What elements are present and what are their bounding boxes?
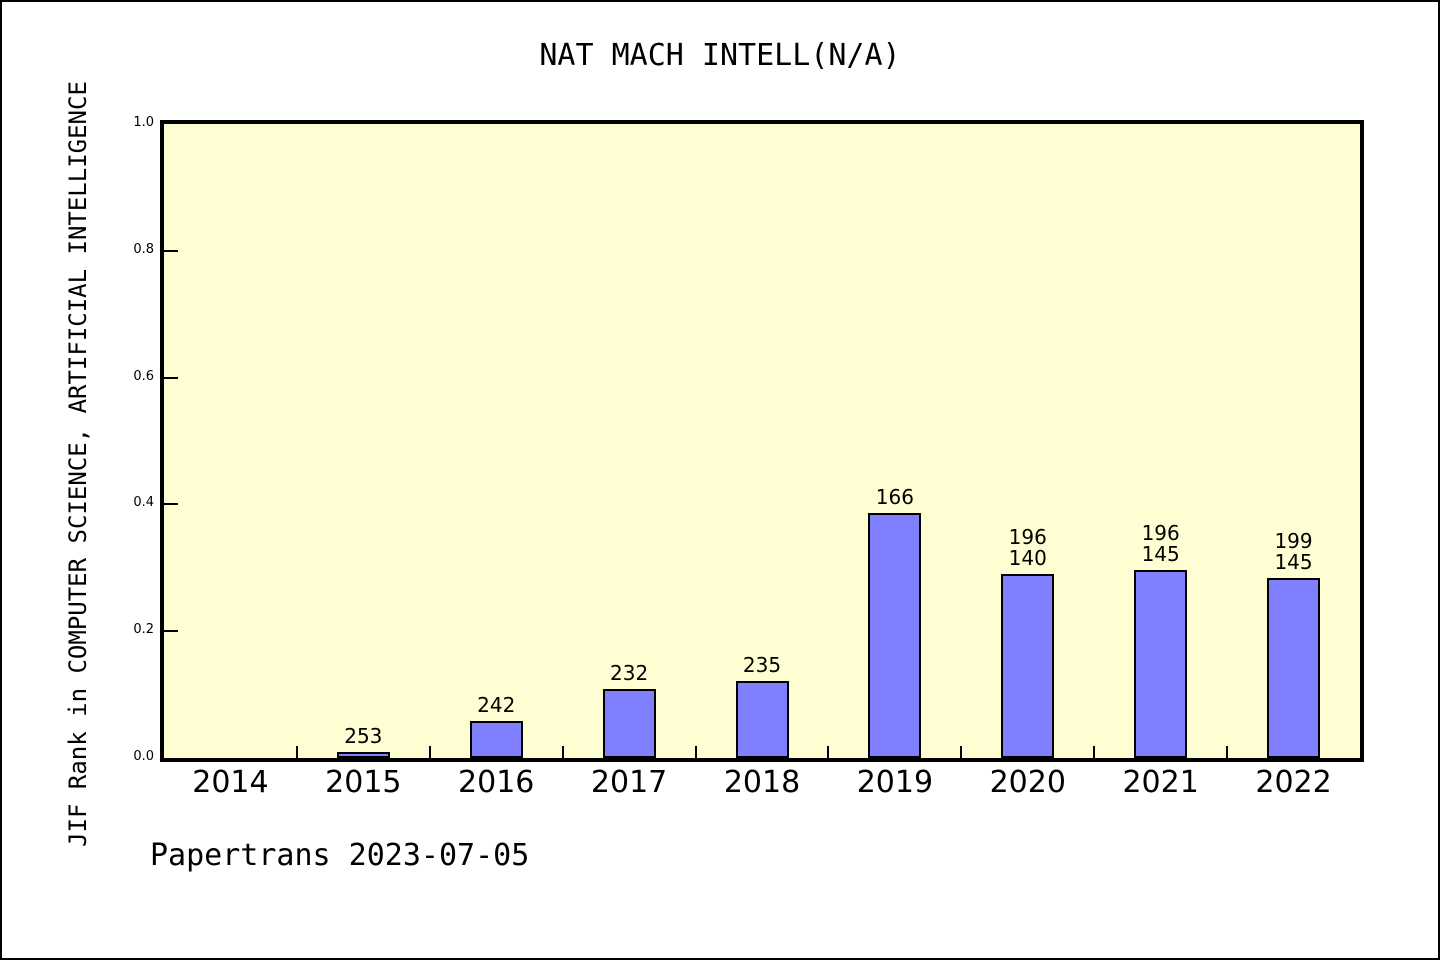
x-axis-tick-mark (827, 746, 830, 758)
bar-value-line: 166 (875, 485, 914, 509)
bar-2017 (602, 689, 656, 758)
x-axis-tick-label: 2022 (1255, 765, 1332, 800)
bar-value-line: 235 (742, 653, 782, 677)
bar-value-line: 140 (1008, 546, 1047, 570)
y-axis-tick-mark (164, 503, 178, 506)
x-axis-tick-mark (428, 746, 431, 758)
x-axis-tick-label: 2018 (723, 765, 801, 800)
bar-value-label-2022: 199 145 (1234, 531, 1354, 573)
y-axis-tick-label: 0.6 (133, 368, 154, 384)
y-axis-tick-mark (164, 376, 178, 379)
chart-title: NAT MACH INTELL(N/A) (539, 38, 901, 73)
bar-value-line: 199 (1274, 529, 1313, 553)
bar-value-label-2021: 196 145 (1101, 523, 1221, 565)
bar-value-label-2017: 232 (569, 663, 689, 684)
bar-value-line: 242 (477, 693, 516, 717)
x-axis-tick-label: 2020 (989, 765, 1066, 800)
bar-value-label-2019: 166 (835, 487, 955, 508)
y-axis-tick-label: 1.0 (133, 115, 154, 130)
x-axis-tick-mark (1093, 746, 1096, 758)
bar-value-line: 145 (1141, 542, 1180, 566)
bar-value-label-2016: 242 (436, 695, 556, 716)
bar-2021 (1134, 570, 1188, 758)
bar-value-line: 232 (610, 661, 649, 685)
bar-value-label-2020: 196 140 (968, 527, 1088, 569)
x-axis-tick-mark (561, 746, 564, 758)
x-axis-tick-label: 2021 (1122, 765, 1199, 800)
x-axis-tick-mark (960, 746, 963, 758)
x-axis-tick-label: 2016 (458, 765, 535, 800)
x-axis-tick-label: 2017 (590, 765, 668, 800)
bar-value-line: 145 (1274, 550, 1313, 574)
bar-2015 (336, 752, 390, 758)
plot-overlay: 2014 2015 253 2016 242 2017 232 2018 235 2019 166 2… (160, 120, 1364, 800)
bar-2020 (1001, 574, 1055, 758)
bar-value-label-2018: 235 (702, 655, 822, 676)
y-axis-tick-label: 0.0 (133, 749, 154, 764)
bar-value-line: 196 (1008, 525, 1047, 549)
bar-2022 (1267, 578, 1321, 758)
y-axis-tick-label: 0.2 (133, 622, 154, 638)
bar-2016 (469, 721, 523, 758)
x-axis-tick-mark (694, 746, 697, 758)
y-axis-tick-label: 0.8 (133, 241, 154, 257)
footer-note: Papertrans 2023-07-05 (150, 838, 530, 873)
y-axis-tick-mark (164, 630, 178, 633)
bar-value-line: 196 (1141, 521, 1180, 545)
x-axis-tick-label: 2019 (856, 765, 934, 800)
y-axis-tick-label: 0.4 (133, 495, 154, 511)
y-axis-tick-mark (164, 249, 178, 252)
x-axis-tick-label: 2014 (192, 765, 269, 800)
bar-value-line: 253 (344, 724, 383, 748)
bar-2018 (735, 681, 789, 758)
bar-2019 (868, 513, 922, 758)
y-axis-label: JIF Rank in COMPUTER SCIENCE, ARTIFICIAL… (64, 81, 92, 847)
x-axis-tick-label: 2015 (325, 765, 402, 800)
bar-value-label-2015: 253 (303, 726, 423, 747)
x-axis-tick-mark (1226, 746, 1229, 758)
x-axis-tick-mark (295, 746, 298, 758)
